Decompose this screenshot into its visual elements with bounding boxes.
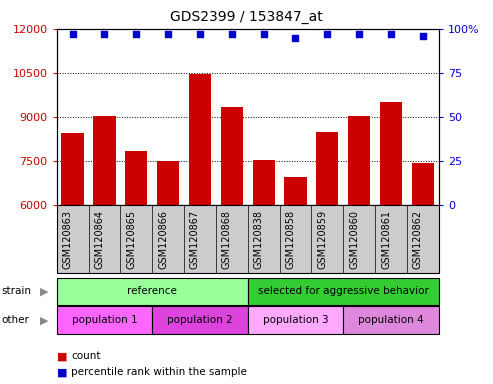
Text: GSM120859: GSM120859 [317, 210, 327, 268]
Text: reference: reference [127, 286, 177, 296]
Text: selected for aggressive behavior: selected for aggressive behavior [258, 286, 429, 296]
Bar [62, 133, 84, 382]
Point [69, 31, 76, 37]
Point [132, 31, 140, 37]
Text: GSM120866: GSM120866 [158, 210, 168, 268]
Bar [252, 160, 275, 382]
Bar [125, 151, 147, 382]
Text: population 2: population 2 [167, 315, 233, 325]
Text: strain: strain [1, 286, 31, 296]
Text: ▶: ▶ [40, 286, 49, 296]
Text: GSM120868: GSM120868 [222, 210, 232, 268]
Text: GSM120865: GSM120865 [126, 210, 136, 268]
Text: GSM120864: GSM120864 [95, 210, 105, 268]
Text: GSM120867: GSM120867 [190, 210, 200, 268]
Bar [93, 116, 115, 382]
Text: GSM120838: GSM120838 [254, 210, 264, 268]
Bar [189, 74, 211, 382]
Point [323, 31, 331, 37]
Text: GSM120862: GSM120862 [413, 210, 423, 268]
Bar [284, 177, 307, 382]
Point [355, 31, 363, 37]
Bar [157, 161, 179, 382]
Bar [316, 132, 339, 382]
Text: ■: ■ [57, 351, 67, 361]
Text: population 3: population 3 [263, 315, 328, 325]
Point [387, 31, 395, 37]
Text: count: count [71, 351, 101, 361]
Text: population 1: population 1 [71, 315, 137, 325]
Text: ▶: ▶ [40, 315, 49, 325]
Point [260, 31, 268, 37]
Text: GDS2399 / 153847_at: GDS2399 / 153847_at [170, 10, 323, 23]
Bar [348, 116, 370, 382]
Text: ■: ■ [57, 367, 67, 377]
Point [164, 31, 172, 37]
Point [228, 31, 236, 37]
Bar [412, 163, 434, 382]
Bar [380, 103, 402, 382]
Text: other: other [1, 315, 29, 325]
Bar [221, 107, 243, 382]
Point [291, 35, 299, 41]
Text: GSM120860: GSM120860 [349, 210, 359, 268]
Text: percentile rank within the sample: percentile rank within the sample [71, 367, 247, 377]
Text: population 4: population 4 [358, 315, 424, 325]
Point [101, 31, 108, 37]
Point [196, 31, 204, 37]
Point [419, 33, 427, 39]
Text: GSM120863: GSM120863 [63, 210, 72, 268]
Text: GSM120861: GSM120861 [381, 210, 391, 268]
Text: GSM120858: GSM120858 [285, 210, 295, 268]
